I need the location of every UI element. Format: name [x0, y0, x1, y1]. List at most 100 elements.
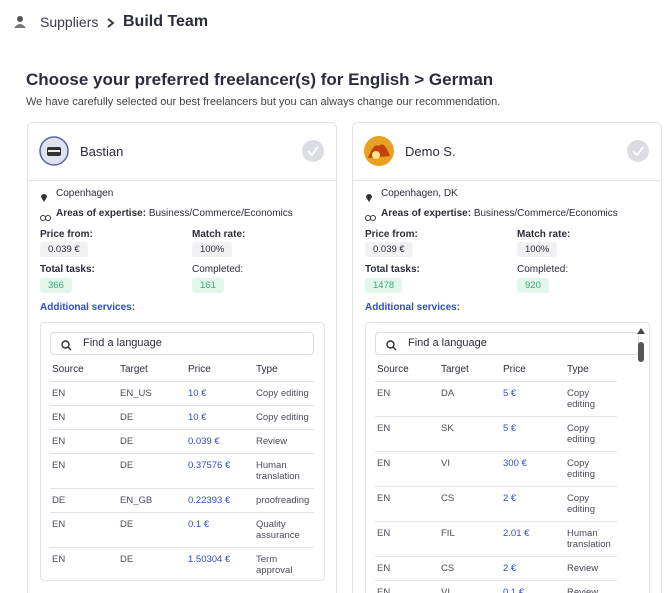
target: DE: [118, 405, 186, 430]
services-table: Source Target Price Type EN EN_US 10 € Copy edi…: [50, 357, 314, 580]
breadcrumb-current: Build Team: [123, 13, 209, 30]
total-tasks-label: Total tasks:: [365, 264, 420, 275]
completed: 161: [192, 278, 224, 293]
match-rate-label: Match rate:: [517, 229, 571, 240]
service-row: EN VI 0.1 € Review: [375, 580, 617, 593]
service-row: EN DE 0.1 € Quality assurance: [50, 512, 314, 548]
breadcrumb-link[interactable]: Suppliers: [40, 14, 99, 30]
type: Human translation: [565, 521, 617, 557]
card-header: Demo S.: [353, 123, 661, 181]
app-icon: [14, 16, 26, 28]
type: proofreading: [254, 488, 314, 513]
location: Copenhagen: [56, 188, 114, 199]
price: 0.039 €: [186, 429, 254, 454]
completed: 920: [517, 278, 549, 293]
service-row: EN VI 300 € Copy editing: [375, 451, 617, 487]
source: EN: [50, 381, 118, 406]
location-icon: [40, 189, 48, 207]
expertise: Areas of expertise: Business/Commerce/Ec…: [381, 208, 618, 219]
service-row: EN CS 2 € Copy editing: [375, 486, 617, 522]
source: EN: [50, 453, 118, 489]
price: 0.1 €: [186, 512, 254, 548]
service-row: EN DE 0.37576 € Human translation: [50, 453, 314, 489]
source: EN: [375, 556, 439, 581]
price: 2 €: [501, 486, 565, 522]
type: Quality assurance: [254, 512, 314, 548]
location: Copenhagen, DK: [381, 188, 458, 199]
table-header-row: Source Target Price Type: [50, 357, 314, 382]
target: DA: [439, 381, 501, 417]
target: CS: [439, 556, 501, 581]
freelancer-card: Bastian Copenhagen Areas of expertise: Bus…: [27, 122, 337, 593]
expertise: Areas of expertise: Business/Commerce/Ec…: [56, 208, 293, 219]
target: SK: [439, 416, 501, 452]
type: Copy editing: [254, 405, 314, 430]
type: Copy editing: [254, 381, 314, 406]
language-search[interactable]: Find a language: [50, 332, 314, 355]
price-from-label: Price from:: [40, 229, 93, 240]
price: 2.01 €: [501, 521, 565, 557]
column-header: Source: [375, 357, 439, 382]
target: CS: [439, 486, 501, 522]
services-box: Find a language Source Target Price Type EN EN…: [40, 322, 325, 581]
services-box: Find a language Source Target Price Type EN DA…: [365, 322, 650, 593]
services-table: Source Target Price Type EN DA 5 € Copy editing…: [375, 357, 617, 593]
freelancer-name: Bastian: [80, 144, 124, 159]
expertise-value: Business/Commerce/Economics: [473, 208, 618, 219]
price: 5 €: [501, 381, 565, 417]
service-row: EN DE 10 € Copy editing: [50, 405, 314, 430]
card-header: Bastian: [28, 123, 336, 181]
language-search[interactable]: Find a language: [375, 332, 639, 355]
column-header: Source: [50, 357, 118, 382]
freelancer-name: Demo S.: [405, 144, 456, 159]
breadcrumb-chevron: [107, 18, 115, 28]
total-tasks-label: Total tasks:: [40, 264, 95, 275]
service-row: EN FIL 2.01 € Human translation: [375, 521, 617, 557]
target: EN_US: [118, 381, 186, 406]
source: EN: [50, 405, 118, 430]
source: EN: [375, 580, 439, 593]
match-rate: 100%: [517, 242, 558, 257]
price: 5 €: [501, 416, 565, 452]
target: VI: [439, 451, 501, 487]
price: 10 €: [186, 405, 254, 430]
search-icon: [61, 338, 72, 356]
service-row: EN DE 0.039 € Review: [50, 429, 314, 454]
type: Copy editing: [565, 381, 617, 417]
service-row: EN EN_US 10 € Copy editing: [50, 381, 314, 406]
price: 0.1 €: [501, 580, 565, 593]
target: FIL: [439, 521, 501, 557]
target: EN_GB: [118, 488, 186, 513]
target: DE: [118, 512, 186, 548]
expertise-label: Areas of expertise:: [381, 208, 472, 219]
additional-services-label: Additional services:: [40, 302, 136, 313]
price: 1.50304 €: [186, 547, 254, 580]
avatar: [364, 136, 394, 171]
price: 0.22393 €: [186, 488, 254, 513]
expertise-icon: [40, 209, 51, 227]
total-tasks: 1478: [365, 278, 403, 293]
column-header: Type: [254, 357, 314, 382]
source: EN: [50, 429, 118, 454]
column-header: Target: [118, 357, 186, 382]
target: DE: [118, 547, 186, 580]
source: EN: [50, 547, 118, 580]
type: Review: [565, 580, 617, 593]
table-header-row: Source Target Price Type: [375, 357, 617, 382]
service-row: EN DE 1.50304 € Term approval: [50, 547, 314, 580]
price: 10 €: [186, 381, 254, 406]
select-check[interactable]: [627, 140, 649, 167]
type: Copy editing: [565, 451, 617, 487]
page-title: Choose your preferred freelancer(s) for …: [26, 70, 494, 89]
match-rate-label: Match rate:: [192, 229, 246, 240]
price-from: 0.039 €: [365, 242, 413, 257]
expertise-value: Business/Commerce/Economics: [148, 208, 293, 219]
select-check[interactable]: [302, 140, 324, 167]
expertise-label: Areas of expertise:: [56, 208, 147, 219]
scrollbar: [636, 326, 646, 371]
source: EN: [375, 486, 439, 522]
expertise-icon: [365, 209, 376, 227]
service-row: EN CS 2 € Review: [375, 556, 617, 581]
source: EN: [375, 416, 439, 452]
